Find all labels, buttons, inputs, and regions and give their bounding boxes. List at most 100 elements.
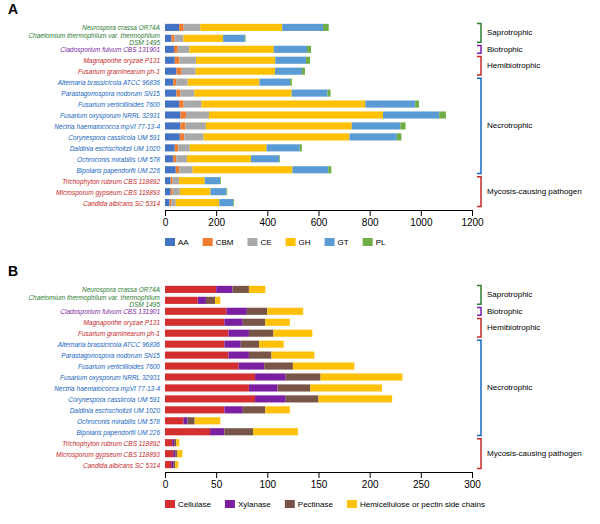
legend-swatch: [165, 500, 175, 508]
bar: [219, 199, 233, 206]
bracket-label: Saprotrophic: [487, 28, 532, 37]
bar: [183, 417, 187, 424]
bar-series: [176, 24, 383, 206]
category-label: Trichophyton rubrum CBS 118892: [62, 439, 160, 447]
bar: [171, 188, 173, 195]
bar: [180, 111, 186, 118]
bar: [174, 439, 176, 446]
bar: [184, 100, 202, 107]
bar: [241, 341, 259, 348]
bar: [282, 24, 323, 31]
bar: [243, 319, 266, 326]
legend-item: AA: [165, 238, 189, 247]
bar: [292, 166, 328, 173]
tick-mark: [472, 210, 473, 216]
bracket: [477, 177, 481, 207]
bracket-label: Necrotrophic: [487, 383, 532, 392]
bar: [165, 199, 170, 206]
legend-item: Xylanase: [225, 500, 271, 509]
tick-label: 200: [362, 479, 379, 490]
bar: [415, 100, 419, 107]
bar: [182, 68, 196, 75]
category-label: Cladosporium fulvum CBS 131901: [60, 308, 160, 316]
legend-swatch: [225, 500, 235, 508]
bracket: [477, 307, 481, 315]
brackets: SaprotrophicBiotrophicHemibiotrophicNecr…: [477, 24, 582, 207]
category-label: Candida albicans SC 5314: [83, 199, 160, 206]
category-label: Magnaporthe oryzae P131: [83, 319, 160, 327]
bar: [165, 461, 171, 468]
legend-item: Hemicellulose or pectin side chains: [347, 500, 485, 509]
bar: [178, 46, 190, 53]
bar: [251, 155, 279, 162]
bar: [198, 297, 206, 304]
bar: [165, 68, 177, 75]
bar: [274, 46, 307, 53]
bar: [206, 297, 215, 304]
bar: [171, 461, 173, 468]
bar: [249, 352, 272, 359]
category-label: Chaetomium thermophilum var. thermophilu…: [28, 294, 160, 308]
bar: [165, 35, 171, 42]
panel: ANeurospora crassa OR74AChaetomium therm…: [8, 1, 582, 247]
bar: [165, 406, 224, 413]
bar: [175, 461, 178, 468]
tick-label: 250: [413, 479, 430, 490]
bar: [188, 417, 195, 424]
category-label: Nectria haematococca mpVI 77-13-4: [54, 384, 160, 392]
bar: [243, 406, 266, 413]
bar: [233, 199, 235, 206]
tick-mark: [267, 210, 268, 216]
bar-series: [205, 24, 440, 206]
bar: [176, 439, 179, 446]
bars: [165, 24, 446, 206]
panel-title: A: [8, 1, 18, 17]
tick-label: 800: [362, 217, 379, 228]
bar: [179, 166, 192, 173]
bar: [186, 111, 209, 118]
category-label: Cladosporium fulvum CBS 131901: [60, 46, 160, 54]
bar: [178, 144, 190, 151]
tick: 50: [211, 472, 223, 490]
bar: [265, 406, 290, 413]
bar: [400, 122, 405, 129]
tick: 800: [362, 210, 379, 228]
legend-swatch: [363, 238, 373, 246]
bar: [165, 46, 174, 53]
bar: [175, 144, 179, 151]
bar: [224, 406, 242, 413]
tick: 0: [163, 472, 169, 490]
bar: [165, 297, 198, 304]
tick-mark: [165, 472, 166, 478]
category-label: Fusarium verticillioides 7600: [78, 363, 160, 370]
bar: [193, 166, 293, 173]
bar: [194, 90, 291, 97]
tick: 0: [163, 210, 169, 228]
bar: [165, 308, 226, 315]
legend-label: AA: [178, 238, 189, 247]
bracket-label: Hemibiotrophic: [487, 61, 540, 70]
bar: [165, 428, 210, 435]
bar: [439, 111, 446, 118]
bar: [188, 79, 260, 86]
category-label: Daldinia eschscholtzii UM 1020: [70, 144, 161, 151]
bar: [255, 373, 286, 380]
bar: [176, 79, 188, 86]
tick-mark: [370, 472, 371, 478]
bar: [228, 330, 248, 337]
bar: [176, 155, 187, 162]
bar: [171, 177, 173, 184]
bar: [211, 188, 227, 195]
bar: [259, 341, 284, 348]
category-label: Ochroconis mirabilis UM 578: [77, 155, 160, 162]
category-label: Trichophyton rubrum CBS 118892: [62, 177, 160, 185]
category-label: Corynespora cassiicola UM 591: [68, 395, 160, 403]
chart-container: ANeurospora crassa OR74AChaetomium therm…: [0, 0, 600, 524]
tick-mark: [370, 210, 371, 216]
bar: [255, 395, 286, 402]
bar: [165, 57, 175, 64]
bar: [271, 352, 314, 359]
bar: [196, 68, 275, 75]
bar: [177, 68, 182, 75]
axis-line: [166, 211, 473, 217]
